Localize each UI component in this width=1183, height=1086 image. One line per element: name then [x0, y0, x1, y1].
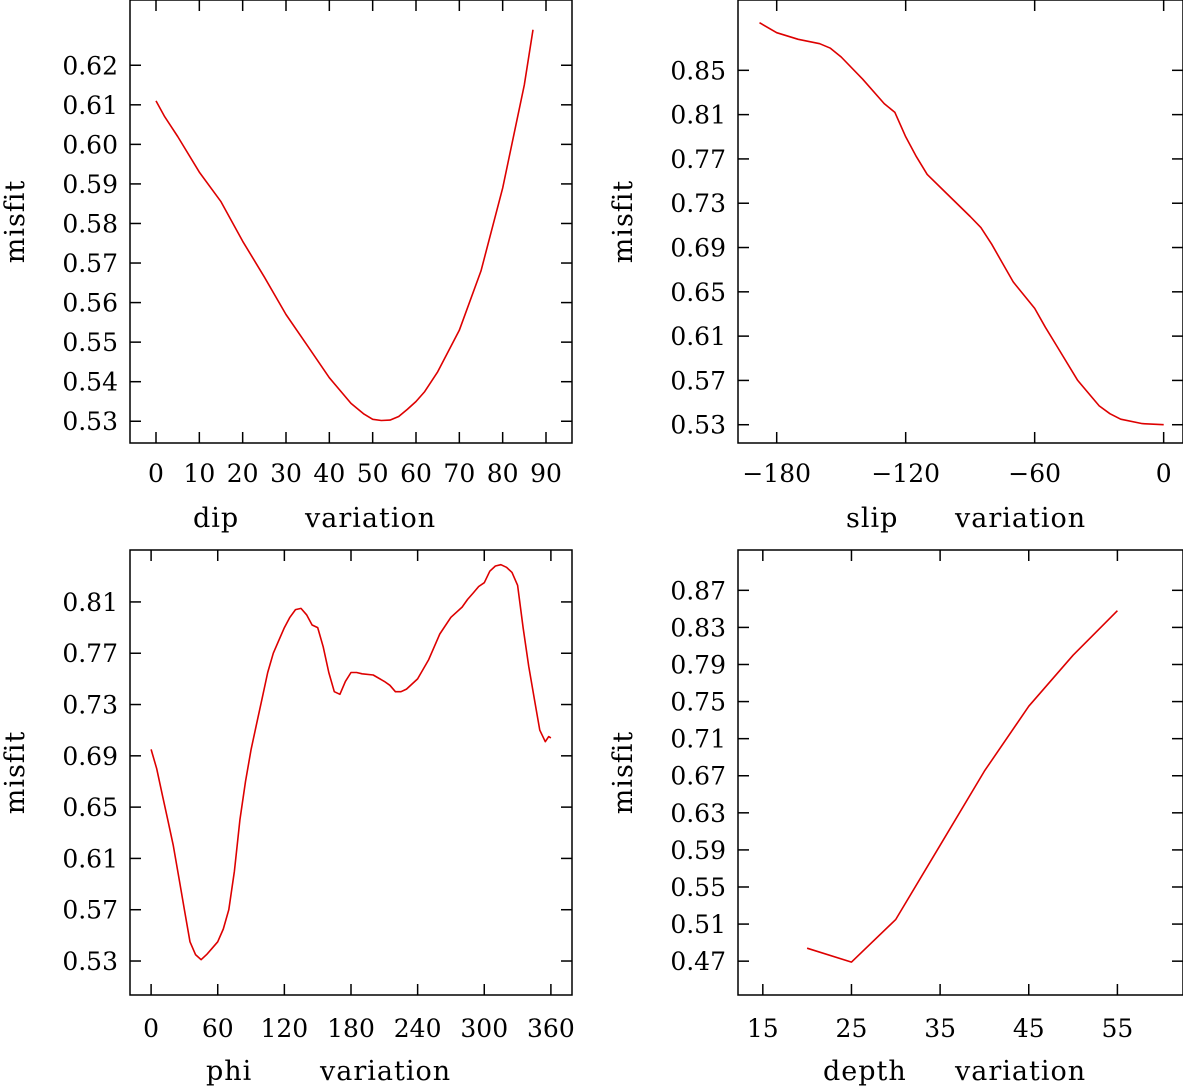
x-tick-label: 30 — [270, 459, 302, 488]
y-tick-label: 0.75 — [670, 688, 726, 717]
x-tick-label: 60 — [202, 1014, 234, 1043]
y-axis-label: misfit — [0, 731, 31, 815]
y-tick-label: 0.69 — [670, 234, 726, 263]
x-axis-label-var: phi — [206, 1056, 252, 1086]
y-tick-label: 0.47 — [670, 947, 726, 976]
series-line-misfit — [759, 22, 1164, 426]
x-tick-label: 10 — [183, 459, 215, 488]
y-tick-label: 0.61 — [62, 91, 118, 120]
plot-frame — [737, 549, 1183, 996]
x-tick-label: −60 — [1008, 459, 1061, 488]
x-tick-label: 70 — [443, 459, 475, 488]
y-tick-label: 0.63 — [670, 799, 726, 828]
x-axis-label-var: slip — [846, 503, 898, 534]
x-tick-label: 90 — [530, 459, 562, 488]
x-tick-label: 35 — [924, 1014, 956, 1043]
x-tick-label: 20 — [227, 459, 259, 488]
x-tick-label: 55 — [1101, 1014, 1133, 1043]
x-tick-label: 45 — [1013, 1014, 1045, 1043]
x-axis-label-var: depth — [823, 1056, 907, 1086]
series-line-misfit — [150, 563, 552, 961]
chart-panel-3: 0 60 120 180 240 300 360 0.53 0.57 0.61 0.65 0.69 0.… — [0, 549, 575, 1086]
y-tick-label: 0.57 — [670, 366, 726, 395]
y-tick-label: 0.53 — [62, 947, 118, 976]
y-tick-label: 0.58 — [62, 209, 118, 238]
x-tick-label: 60 — [400, 459, 432, 488]
x-axis-label-word: variation — [954, 1056, 1086, 1086]
series-line-misfit — [155, 29, 534, 422]
y-tick-label: 0.55 — [62, 328, 118, 357]
x-tick-label: 300 — [460, 1014, 508, 1043]
x-tick-label: 180 — [327, 1014, 375, 1043]
y-tick-label: 0.69 — [62, 742, 118, 771]
x-tick-label: −120 — [871, 459, 940, 488]
x-tick-label: 120 — [261, 1014, 309, 1043]
y-tick-label: 0.67 — [670, 762, 726, 791]
chart-panel-4: 15 25 35 45 55 0.47 0.51 0.55 0.59 0.63 0.67 0.71 0.… — [608, 549, 1183, 1086]
plot-frame — [129, 549, 573, 996]
y-tick-label: 0.65 — [62, 793, 118, 822]
x-tick-label: 0 — [1156, 459, 1172, 488]
x-axis-label-word: variation — [319, 1056, 451, 1086]
y-axis-label: misfit — [608, 180, 639, 264]
series-line-misfit — [806, 610, 1118, 963]
x-tick-label: 240 — [394, 1014, 442, 1043]
x-tick-label: 15 — [747, 1014, 779, 1043]
x-tick-label: 80 — [487, 459, 519, 488]
y-tick-label: 0.57 — [62, 896, 118, 925]
y-tick-label: 0.62 — [62, 51, 118, 80]
y-axis-label: misfit — [0, 180, 31, 264]
y-tick-label: 0.57 — [62, 249, 118, 278]
y-tick-label: 0.79 — [670, 650, 726, 679]
x-tick-label: 0 — [143, 1014, 159, 1043]
x-tick-label: 360 — [527, 1014, 575, 1043]
y-tick-label: 0.73 — [670, 189, 726, 218]
y-tick-label: 0.60 — [62, 130, 118, 159]
chart-panel-1: 0 10 20 30 40 50 60 70 80 90 0.53 0.54 0.55 0.56 0.57 0… — [0, 0, 573, 534]
y-tick-label: 0.54 — [62, 368, 118, 397]
x-axis-label-var: dip — [193, 503, 239, 534]
y-tick-label: 0.61 — [670, 322, 726, 351]
y-tick-label: 0.65 — [670, 278, 726, 307]
y-tick-label: 0.61 — [62, 844, 118, 873]
y-tick-label: 0.59 — [670, 836, 726, 865]
x-tick-label: 0 — [148, 459, 164, 488]
x-tick-label: −180 — [742, 459, 811, 488]
y-tick-label: 0.87 — [670, 576, 726, 605]
plot-frame — [129, 0, 573, 444]
y-tick-label: 0.85 — [670, 56, 726, 85]
x-tick-label: 50 — [357, 459, 389, 488]
x-axis-label-word: variation — [954, 503, 1086, 534]
x-tick-label: 25 — [836, 1014, 868, 1043]
y-tick-label: 0.51 — [670, 910, 726, 939]
y-tick-label: 0.59 — [62, 170, 118, 199]
y-axis-label: misfit — [608, 731, 639, 815]
y-tick-label: 0.81 — [62, 588, 118, 617]
y-tick-label: 0.73 — [62, 691, 118, 720]
y-tick-label: 0.53 — [62, 407, 118, 436]
y-tick-label: 0.53 — [670, 411, 726, 440]
chart-panel-2: −180 −120 −60 0 0.53 0.57 0.61 0.65 0.69 0.73 0.77… — [608, 0, 1183, 534]
x-tick-label: 40 — [313, 459, 345, 488]
y-tick-label: 0.71 — [670, 725, 726, 754]
y-tick-label: 0.83 — [670, 613, 726, 642]
y-tick-label: 0.56 — [62, 289, 118, 318]
y-tick-label: 0.77 — [670, 145, 726, 174]
x-axis-label-word: variation — [304, 503, 436, 534]
plot-frame — [737, 0, 1183, 444]
y-tick-label: 0.81 — [670, 101, 726, 130]
y-tick-label: 0.77 — [62, 639, 118, 668]
y-tick-label: 0.55 — [670, 873, 726, 902]
